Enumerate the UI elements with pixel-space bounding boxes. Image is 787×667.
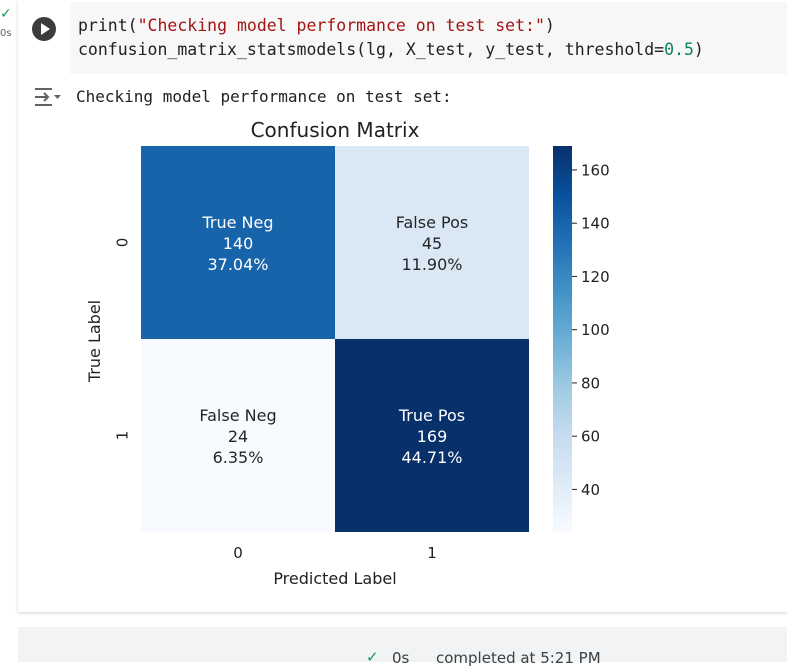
confusion-matrix-chart: Confusion Matrix True Neg14037.04%False … — [85, 118, 610, 588]
execution-time: 0s — [0, 28, 12, 39]
colorbar-tick-label: 120 — [581, 268, 610, 286]
y-tick-label: 0 — [114, 238, 132, 248]
cell-annotation-text: False Pos — [396, 213, 468, 232]
y-axis-label: True Label — [85, 300, 104, 383]
heatmap-cells — [141, 146, 529, 532]
status-check-icon: ✓ — [366, 648, 379, 666]
cell-annotation-text: False Neg — [199, 406, 276, 425]
output-text: Checking model performance on test set: — [76, 87, 452, 106]
cell-annotation-text: True Neg — [201, 213, 273, 232]
code-token-string: "Checking model performance on test set:… — [137, 16, 545, 35]
colorbar-tick-label: 40 — [581, 481, 600, 499]
chart-title: Confusion Matrix — [251, 118, 420, 142]
cell-annotation-text: 37.04% — [207, 255, 268, 274]
code-editor[interactable] — [70, 2, 787, 74]
status-bar — [18, 627, 787, 662]
cell-annotation-text: True Pos — [398, 406, 465, 425]
code-token-function: print( — [78, 16, 138, 35]
code-token-number: 0.5 — [664, 40, 694, 59]
cell-annotation-text: 11.90% — [401, 255, 462, 274]
code-token-paren: ) — [544, 16, 555, 35]
heatmap-cell-labels: True Neg 140 37.04% False Pos 45 11.90% False … — [199, 213, 468, 467]
status-completed-text: completed at 5:21 PM — [436, 649, 601, 667]
heatmap-cell — [335, 339, 529, 532]
x-tick-label: 1 — [427, 544, 437, 562]
y-tick-labels: 01 — [114, 238, 132, 441]
colorbar-tick-label: 160 — [581, 161, 610, 179]
cell-annotation-text: 6.35% — [213, 448, 264, 467]
run-cell-button[interactable] — [32, 17, 56, 41]
colorbar-tick-label: 80 — [581, 374, 600, 392]
colorbar-tick-label: 140 — [581, 215, 610, 233]
x-tick-label: 0 — [233, 544, 243, 562]
cell-annotation-text: 140 — [223, 234, 254, 253]
x-axis-label: Predicted Label — [273, 569, 396, 588]
output-actions-icon[interactable] — [32, 86, 62, 108]
code-token-paren: ) — [693, 40, 704, 59]
cell-annotation-text: 24 — [228, 427, 248, 446]
cell-annotation-text: 44.71% — [401, 448, 462, 467]
execution-complete-check-icon: ✓ — [0, 6, 12, 22]
heatmap-cell — [141, 339, 335, 532]
status-time: 0s — [392, 649, 410, 667]
heatmap-cell — [335, 146, 529, 339]
heatmap-cell — [141, 146, 335, 339]
colorbar-ticks: 40 60 80 100 120 140 160 — [572, 161, 610, 499]
code-token-call: confusion_matrix_statsmodels(lg, X_test,… — [78, 40, 665, 59]
y-tick-label: 1 — [114, 431, 132, 441]
code-line-1: print("Checking model performance on tes… — [78, 16, 555, 35]
colorbar-tick-label: 100 — [581, 321, 610, 339]
colorbar-tick-label: 60 — [581, 428, 600, 446]
code-line-2: confusion_matrix_statsmodels(lg, X_test,… — [78, 40, 704, 59]
cell-annotation-text: 169 — [417, 427, 448, 446]
colorbar — [553, 146, 572, 532]
cell-annotation-text: 45 — [422, 234, 442, 253]
